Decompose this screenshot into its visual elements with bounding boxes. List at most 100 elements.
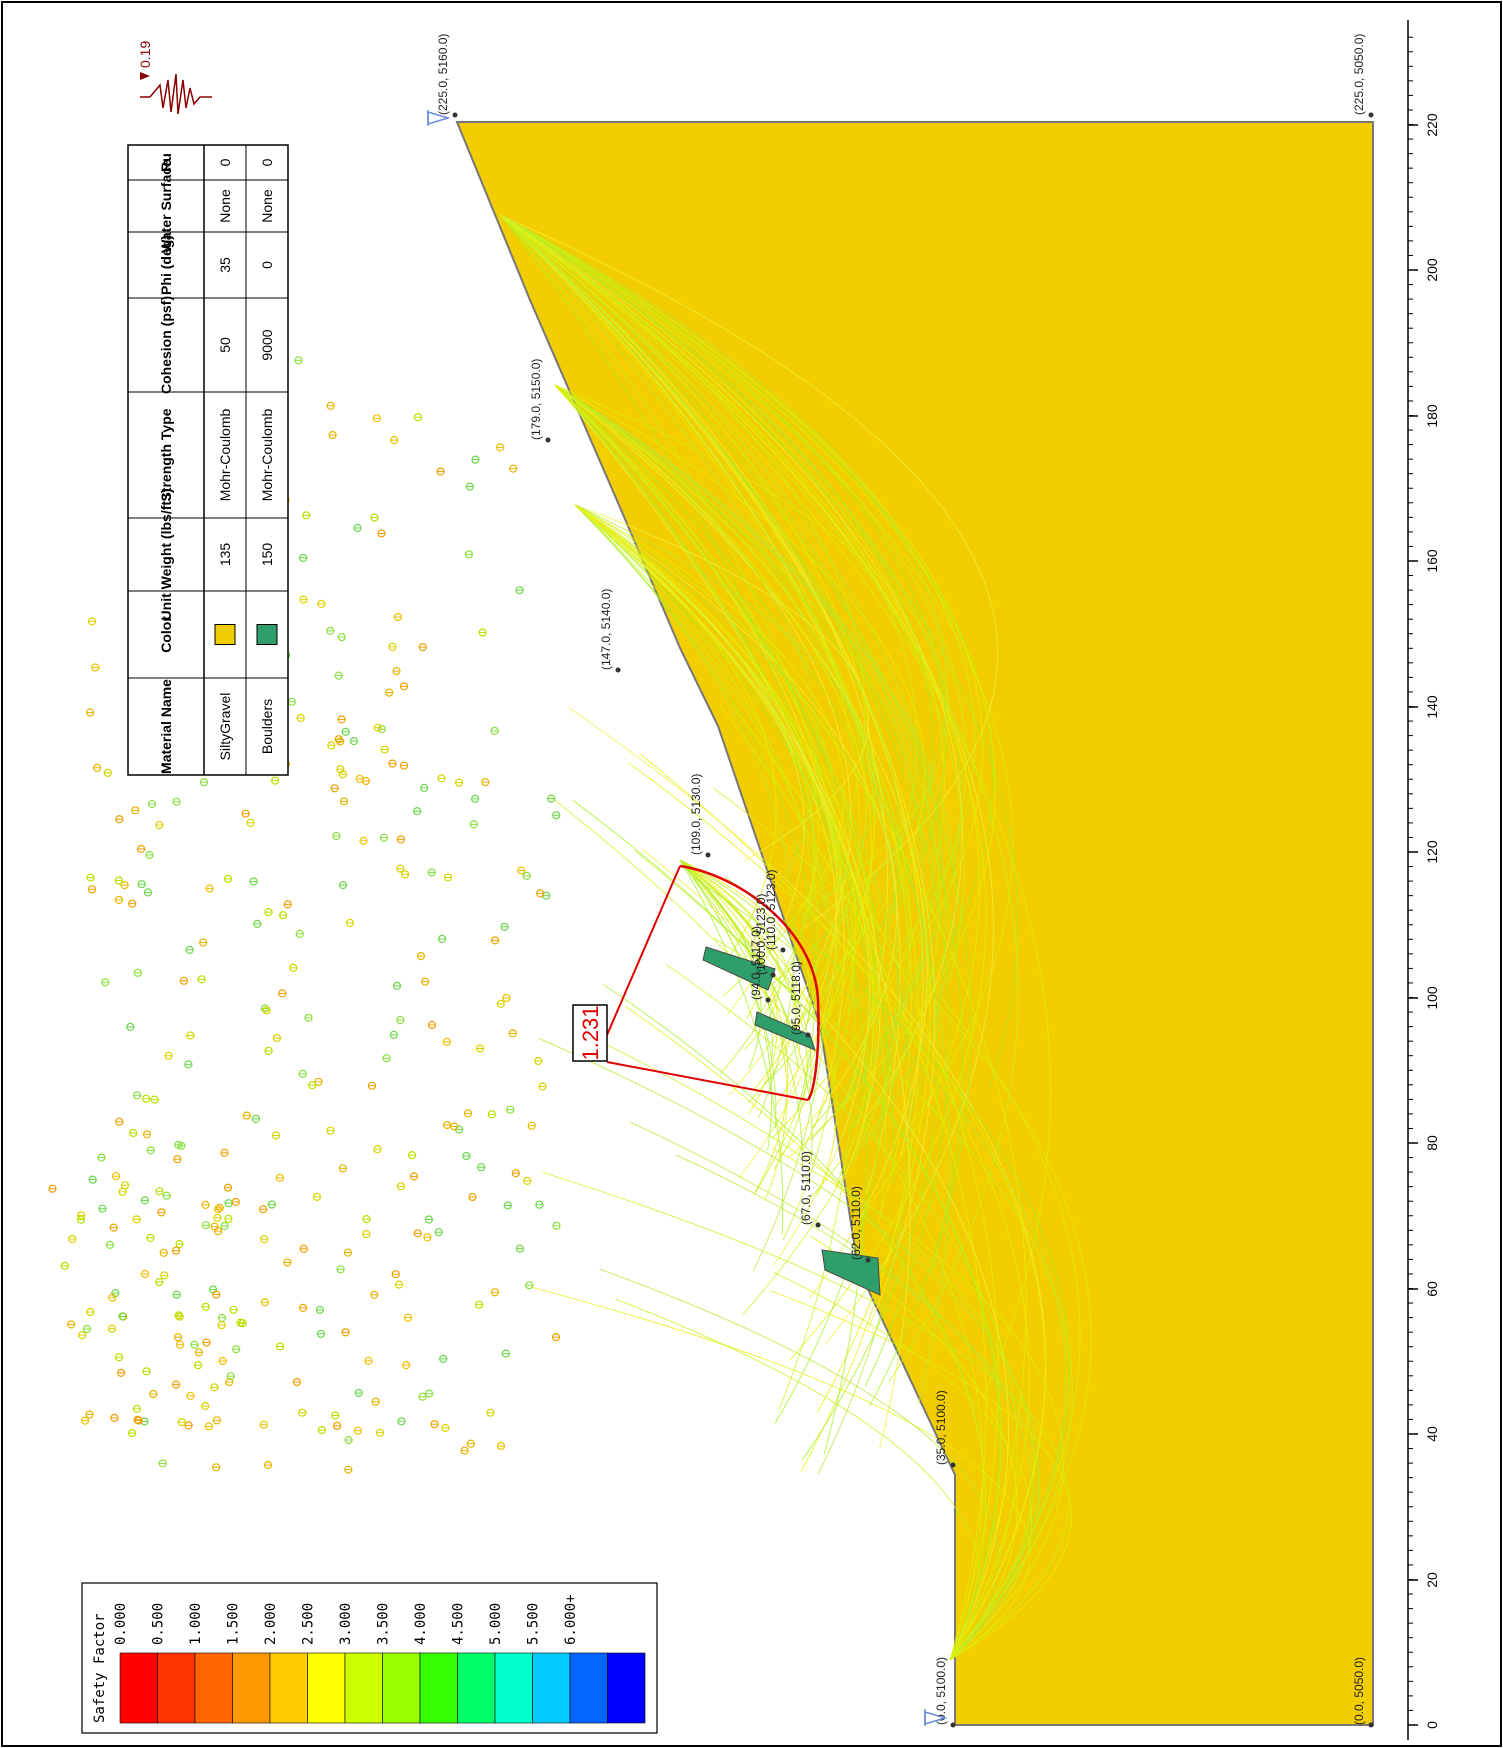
slip-surface-line (679, 859, 837, 1196)
axis-tick-label: 60 (1424, 1281, 1440, 1297)
legend-color-swatch (569, 1652, 608, 1724)
legend-color-swatch (382, 1652, 421, 1724)
boulder-layers (702, 946, 881, 1296)
slip-surface-line (554, 384, 935, 1110)
slip-surface-line (554, 384, 928, 1299)
vertex-labels: (0.0, 5100.0) (35.0, 5100.0) (147.0, 5140.… (436, 34, 1374, 1728)
slip-surface-line (574, 504, 835, 997)
slip-surface-line (574, 504, 881, 1191)
table-header: Phi (deg) (158, 235, 174, 295)
slip-surface-line (554, 384, 874, 1122)
axis-tick-label: 100 (1424, 986, 1440, 1010)
vertex-point (770, 972, 776, 978)
table-header: Cohesion (psf) (158, 296, 174, 394)
axis-tick-label: 220 (1424, 113, 1440, 137)
slip-surface-line (679, 859, 797, 1103)
slip-surface-line (499, 214, 933, 931)
legend-color-swatch (457, 1652, 496, 1724)
legend-color-swatch (419, 1652, 458, 1724)
vertex-label: (225.0, 5050.0) (1352, 34, 1366, 115)
slip-surface-line (550, 796, 984, 1661)
slip-surface-line (499, 214, 947, 990)
slip-surface-line (574, 504, 819, 1030)
slip-surface-line (499, 214, 876, 1107)
table-cell: None (217, 189, 233, 223)
table-cell: None (259, 189, 275, 223)
axis-tick-label: 200 (1424, 258, 1440, 282)
vertex-point (950, 1462, 956, 1468)
legend-title: Safety Factor (92, 1613, 108, 1723)
vertex-label: (109.0, 5130.0) (689, 774, 703, 855)
slip-surface-line (499, 214, 1019, 1383)
legend-entry: 5.000 (488, 1603, 504, 1645)
slip-surface-line (499, 214, 987, 1361)
table-cell: Mohr-Coulomb (217, 408, 233, 501)
slip-surface-line (554, 384, 867, 1007)
table-cell: Boulders (259, 699, 275, 754)
vertex-label: (94.0, 5117.0) (749, 926, 763, 1000)
slip-surface-line (679, 859, 773, 1151)
seismic-arrow-icon (140, 72, 150, 80)
axis-ticks: 0 20 40 60 80 100 120 140 160 180 200 220 (1408, 36, 1440, 1729)
critical-slip-surface (679, 864, 820, 1101)
critical-radius-upper (606, 865, 681, 1036)
slip-surface-line (679, 859, 803, 1168)
vertex-point (780, 947, 786, 953)
slip-surface-line (554, 384, 875, 1024)
slip-surface-line (770, 1290, 1072, 1661)
table-cell: 135 (217, 543, 233, 567)
slip-surface-line (676, 1154, 1040, 1661)
slip-surface-line (642, 849, 1009, 1661)
table-cell: 9000 (259, 329, 275, 360)
vertex-label: (179.0, 5150.0) (529, 359, 543, 440)
slip-surface-line (805, 700, 1027, 1661)
slip-surface-line (499, 214, 945, 1140)
table-header: Ru (158, 153, 174, 172)
seismic-load: 0.19 (137, 41, 212, 115)
legend-color-swatch (344, 1652, 383, 1724)
legend-entry: 4.000 (413, 1603, 429, 1645)
slip-surface-line (499, 214, 999, 930)
table-cell: 150 (259, 543, 275, 567)
table-header: Material Name (158, 679, 174, 774)
slip-surface-line (574, 504, 875, 924)
table-frame (127, 144, 289, 776)
axis-tick-label: 20 (1424, 1572, 1440, 1588)
table-cell: 50 (217, 337, 233, 353)
safety-factor-label-box (572, 1004, 608, 1062)
table-cell: 35 (217, 257, 233, 273)
legend-entry: 1.000 (188, 1603, 204, 1645)
slip-surface-line (628, 762, 1046, 1661)
slip-surface-line (679, 859, 810, 1049)
vertex-label: (110.0, 5123.0) (764, 869, 778, 950)
slip-surface-line (810, 1235, 1018, 1661)
vertex-label: (147.0, 5140.0) (599, 589, 613, 670)
legend-entry: 1.500 (226, 1603, 242, 1645)
slip-surface-line (554, 384, 887, 1217)
slip-surface-line (499, 214, 996, 1159)
vertex-point (1368, 112, 1374, 118)
slip-surface-line (771, 1147, 1064, 1661)
vertex-point (545, 437, 551, 443)
slip-surface-line (499, 214, 1014, 1134)
boulder-layer-lower (821, 1249, 881, 1296)
axis-tick-label: 120 (1424, 840, 1440, 864)
vertex-label: (35.0, 5100.0) (934, 1390, 948, 1465)
vertex-point (865, 1257, 871, 1263)
slip-surface-line (574, 504, 838, 1024)
slip-surface-line (574, 504, 870, 862)
slip-surface-line (499, 214, 951, 1405)
slip-surface-line (624, 1005, 987, 1661)
slip-surface-line (639, 753, 1030, 1661)
legend-entry: 3.500 (376, 1603, 392, 1645)
table-header: Strength Type (158, 408, 174, 501)
legend-color-swatch (494, 1652, 533, 1724)
legend-color-swatch (232, 1652, 271, 1724)
legend-entry: 4.500 (451, 1603, 467, 1645)
slip-surface-line (599, 1268, 999, 1661)
boulder-layer-middle (754, 1011, 816, 1051)
slip-surface-line (804, 881, 1092, 1661)
vertex-label: (62.0, 5110.0) (849, 1186, 863, 1260)
